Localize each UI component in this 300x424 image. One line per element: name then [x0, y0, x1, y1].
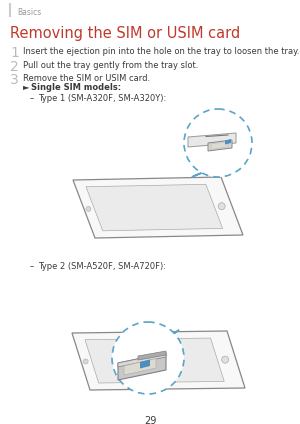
Circle shape	[86, 206, 91, 212]
Polygon shape	[118, 353, 166, 367]
Text: Insert the ejection pin into the hole on the tray to loosen the tray.: Insert the ejection pin into the hole on…	[23, 47, 299, 56]
Text: Basics: Basics	[17, 8, 41, 17]
Polygon shape	[86, 184, 223, 231]
Polygon shape	[192, 172, 204, 177]
Polygon shape	[208, 140, 232, 151]
Polygon shape	[118, 353, 166, 380]
Polygon shape	[72, 331, 245, 390]
Polygon shape	[85, 338, 224, 383]
Text: Removing the SIM or USIM card: Removing the SIM or USIM card	[10, 26, 240, 41]
Text: Type 2 (SM-A520F, SM-A720F):: Type 2 (SM-A520F, SM-A720F):	[38, 262, 166, 271]
Circle shape	[222, 356, 229, 363]
Text: 3: 3	[10, 73, 19, 87]
Text: Pull out the tray gently from the tray slot.: Pull out the tray gently from the tray s…	[23, 61, 198, 70]
Circle shape	[218, 203, 225, 210]
Polygon shape	[188, 133, 236, 147]
Polygon shape	[138, 351, 166, 360]
Polygon shape	[225, 139, 231, 145]
Polygon shape	[140, 360, 150, 368]
Text: 1: 1	[10, 46, 19, 60]
Text: –: –	[30, 262, 34, 271]
Polygon shape	[171, 330, 179, 335]
Polygon shape	[124, 359, 156, 375]
Polygon shape	[211, 142, 228, 150]
Text: –: –	[30, 94, 34, 103]
Circle shape	[112, 322, 184, 394]
Circle shape	[83, 359, 88, 364]
Text: 29: 29	[144, 416, 156, 424]
Text: Remove the SIM or USIM card.: Remove the SIM or USIM card.	[23, 74, 150, 83]
Polygon shape	[73, 177, 243, 238]
Text: 2: 2	[10, 60, 19, 74]
Text: Type 1 (SM-A320F, SM-A320Y):: Type 1 (SM-A320F, SM-A320Y):	[38, 94, 166, 103]
Text: ►: ►	[23, 83, 32, 92]
Circle shape	[184, 109, 252, 177]
Text: Single SIM models:: Single SIM models:	[31, 83, 121, 92]
